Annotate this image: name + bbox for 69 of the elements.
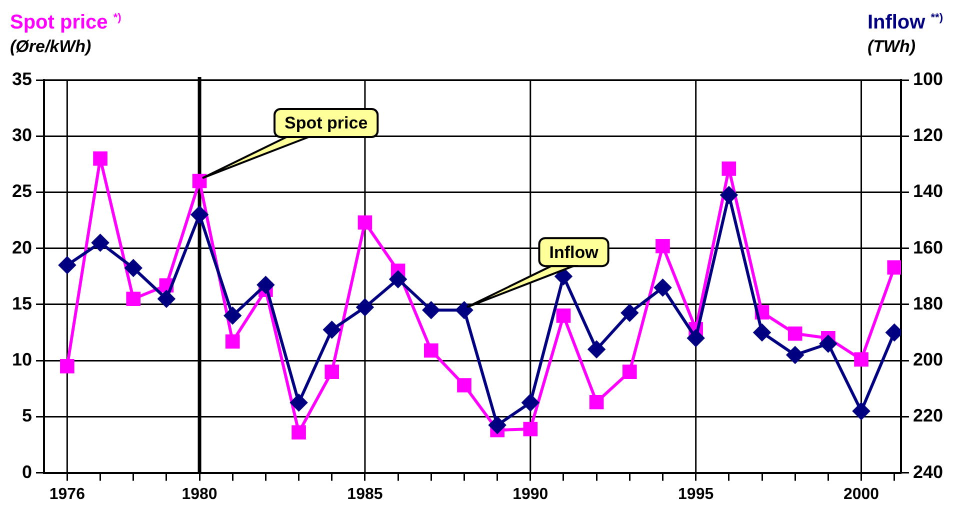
point bbox=[124, 259, 142, 276]
y2-tick-label: 180 bbox=[912, 293, 944, 314]
annotation: Inflow bbox=[549, 242, 600, 262]
point bbox=[523, 422, 538, 436]
point bbox=[126, 292, 141, 306]
point bbox=[93, 151, 108, 166]
x-tick-label: 1995 bbox=[678, 486, 714, 503]
point bbox=[621, 304, 638, 322]
y2-tick-label: 120 bbox=[912, 125, 944, 146]
point bbox=[323, 321, 340, 338]
y-tick-label: 10 bbox=[12, 350, 32, 370]
point bbox=[424, 343, 438, 358]
x-tick-label: 1990 bbox=[512, 486, 548, 503]
point bbox=[158, 290, 175, 308]
point bbox=[58, 256, 76, 274]
annotation: Spot price bbox=[284, 114, 368, 133]
point bbox=[224, 307, 242, 324]
point bbox=[722, 162, 736, 176]
point bbox=[225, 334, 240, 349]
point bbox=[92, 234, 109, 252]
point bbox=[556, 308, 571, 323]
point bbox=[687, 330, 704, 347]
text: Spot price $^{*)}$ (Øre/kWh) bbox=[10, 12, 122, 56]
x-tick-label: 1980 bbox=[182, 486, 218, 503]
point bbox=[854, 352, 868, 367]
y2-tick-label: 240 bbox=[912, 462, 944, 482]
point bbox=[358, 215, 372, 230]
x-tick-label: 1985 bbox=[347, 486, 383, 503]
x-tick-label: 2000 bbox=[843, 486, 880, 503]
y-tick-label: 15 bbox=[12, 293, 32, 314]
point bbox=[820, 335, 837, 352]
y-tick-label: 30 bbox=[12, 125, 32, 146]
y2-tick-label: 140 bbox=[912, 181, 944, 202]
point bbox=[720, 186, 738, 204]
y2-tick-label: 100 bbox=[912, 68, 944, 89]
point bbox=[356, 298, 374, 316]
point bbox=[887, 260, 901, 275]
point bbox=[788, 326, 802, 341]
y-tick-label: 25 bbox=[12, 181, 32, 202]
point bbox=[456, 302, 473, 319]
point bbox=[60, 359, 74, 374]
point bbox=[754, 324, 771, 342]
point bbox=[257, 276, 274, 294]
point bbox=[488, 416, 506, 434]
y2-tick-label: 160 bbox=[912, 237, 944, 258]
point bbox=[522, 394, 539, 412]
point bbox=[292, 425, 306, 440]
y-tick-label: 5 bbox=[22, 406, 32, 426]
point bbox=[786, 346, 804, 364]
point bbox=[191, 206, 208, 224]
y2-tick-label: 200 bbox=[912, 350, 944, 370]
point bbox=[390, 270, 407, 288]
point bbox=[422, 302, 440, 319]
point bbox=[588, 340, 606, 358]
point bbox=[324, 364, 340, 379]
point bbox=[589, 394, 604, 410]
point bbox=[290, 394, 308, 412]
point bbox=[654, 279, 672, 296]
point bbox=[656, 238, 670, 254]
point bbox=[852, 402, 870, 420]
y-tick-label: 20 bbox=[12, 237, 32, 258]
y2-tick-label: 220 bbox=[912, 406, 944, 426]
point bbox=[457, 378, 472, 392]
text: Inflow $^{**)}$ (TWh) bbox=[867, 12, 943, 56]
y-tick-label: 35 bbox=[12, 68, 32, 89]
point bbox=[622, 364, 637, 379]
x-tick-label: 1976 bbox=[49, 486, 86, 503]
point bbox=[192, 174, 207, 188]
y-tick-label: 0 bbox=[22, 462, 32, 482]
